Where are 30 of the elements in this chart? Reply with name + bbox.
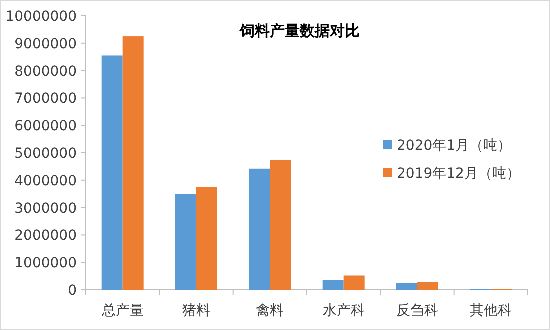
chart-title: 饲料产量数据对比	[239, 22, 360, 40]
bar	[176, 194, 196, 290]
x-tick-label: 其他科	[470, 303, 512, 319]
y-tick-label: 7000000	[14, 91, 77, 108]
y-tick-label: 3000000	[14, 200, 77, 217]
bar	[196, 187, 218, 290]
y-tick-label: 6000000	[14, 118, 77, 135]
x-tick-label: 禽料	[256, 303, 284, 319]
y-tick-label: 8000000	[14, 64, 77, 80]
bar	[249, 168, 270, 290]
y-tick-label: 0	[68, 283, 77, 299]
y-tick-label: 1000000	[14, 256, 77, 272]
legend-label: 2019年12月（吨）	[397, 166, 520, 182]
x-tick-label: 反刍科	[396, 303, 438, 319]
y-tick-label: 5000000	[14, 146, 77, 162]
y-tick-label: 2000000	[14, 228, 77, 244]
y-tick-label: 10000000	[6, 9, 77, 25]
y-tick-label: 9000000	[14, 36, 77, 52]
bar	[396, 283, 418, 290]
x-tick-label: 水产科	[322, 303, 365, 319]
bar	[418, 282, 438, 290]
bar	[322, 280, 344, 290]
bar	[122, 36, 144, 290]
bar	[102, 56, 123, 290]
x-tick-label: 总产量	[100, 303, 144, 319]
bar	[270, 160, 292, 290]
legend-label: 2020年1月（吨）	[397, 138, 512, 154]
x-tick-label: 猪料	[182, 303, 210, 319]
y-tick-label: 4000000	[14, 173, 77, 190]
bar	[344, 276, 365, 290]
